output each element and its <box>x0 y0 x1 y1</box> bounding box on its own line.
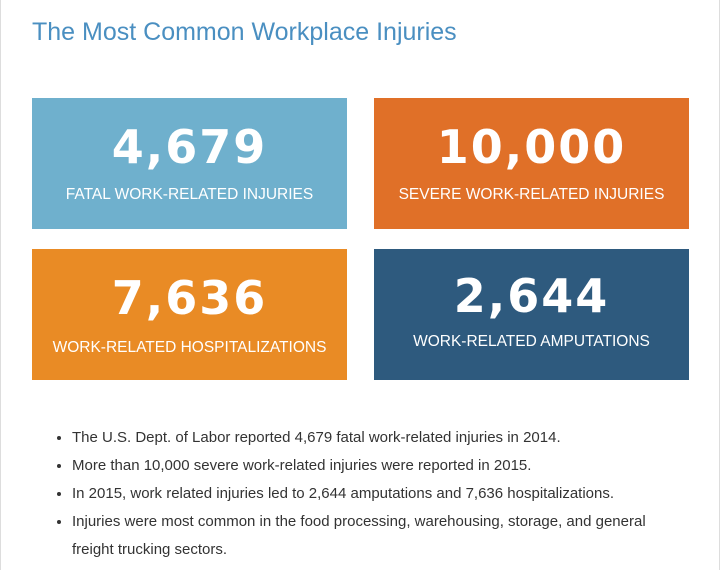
bullet-list: The U.S. Dept. of Labor reported 4,679 f… <box>55 424 647 564</box>
title: The Most Common Workplace Injuries <box>32 18 457 46</box>
stat-number: 10,000 <box>436 120 627 174</box>
stat-label: WORK-RELATED HOSPITALIZATIONS <box>52 339 327 356</box>
stat-label: SEVERE WORK-RELATED INJURIES <box>398 186 665 203</box>
stat-card: 7,636 WORK-RELATED HOSPITALIZATIONS <box>32 249 347 380</box>
stat-number: 2,644 <box>453 269 610 323</box>
bullet-item: In 2015, work related injuries led to 2,… <box>72 480 647 508</box>
stat-label: FATAL WORK-RELATED INJURIES <box>65 186 314 203</box>
stat-number: 7,636 <box>111 271 268 325</box>
stat-card: 2,644 WORK-RELATED AMPUTATIONS <box>374 249 689 380</box>
bullet-item: More than 10,000 severe work-related inj… <box>72 452 647 480</box>
stat-card: 10,000 SEVERE WORK-RELATED INJURIES <box>374 98 689 229</box>
bullet-item: The U.S. Dept. of Labor reported 4,679 f… <box>72 424 647 452</box>
stat-number: 4,679 <box>111 120 268 174</box>
bullet-item: Injuries were most common in the food pr… <box>72 508 647 564</box>
stat-label: WORK-RELATED AMPUTATIONS <box>413 333 650 350</box>
stat-card: 4,679 FATAL WORK-RELATED INJURIES <box>32 98 347 229</box>
